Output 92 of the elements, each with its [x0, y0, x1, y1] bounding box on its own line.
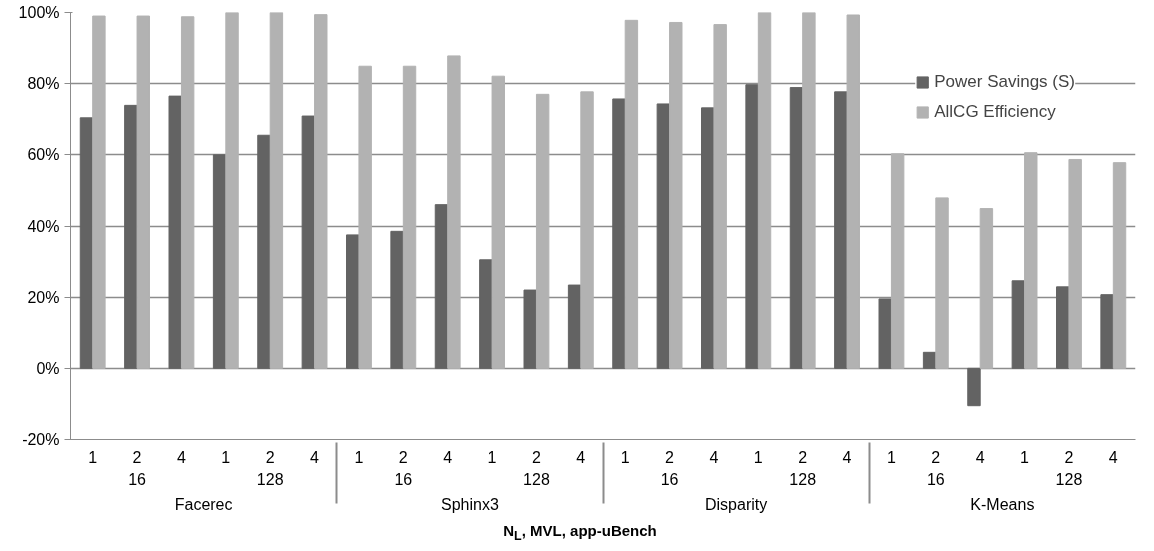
x-tick-label: 1 [753, 448, 763, 466]
bar [314, 14, 328, 369]
bar [390, 230, 404, 369]
bar [523, 289, 537, 369]
bar [447, 55, 461, 369]
text: K-Means [970, 495, 1035, 513]
x-tick-label: 1 [886, 448, 896, 466]
text: 16 [660, 470, 679, 488]
x-tick-label: 1 [1020, 448, 1030, 466]
y-tick-label: 100% [18, 4, 60, 21]
bar [878, 298, 892, 369]
x-tick-label: 4 [576, 448, 586, 466]
y-tick-label: 40% [27, 217, 60, 235]
x-tick-label: 1 [620, 448, 630, 466]
bar [567, 284, 582, 369]
bar [479, 259, 493, 369]
text: Sphinx3 [440, 495, 499, 513]
x-tick-label: 2 [531, 448, 541, 466]
text: 16 [926, 470, 945, 488]
bar [212, 154, 227, 369]
bar [491, 75, 505, 369]
x-tick-label: 4 [176, 448, 186, 466]
text: 128 [1055, 470, 1083, 488]
text: 16 [394, 470, 413, 488]
x-tick-label: 2 [265, 448, 275, 466]
text: 16 [128, 470, 147, 488]
legend-label: AllCG Efficiency [934, 102, 1056, 122]
x-tick-label: 4 [443, 448, 453, 466]
bar [1068, 158, 1082, 369]
y-tick-label: 20% [27, 288, 60, 306]
text: Facerec [174, 495, 233, 513]
bar [358, 65, 372, 369]
bar [1011, 280, 1026, 369]
x-tick-label: 2 [132, 448, 142, 466]
bar [257, 134, 271, 369]
bar [846, 14, 860, 369]
bar [757, 12, 772, 369]
x-tick-label: 2 [798, 448, 808, 466]
bar [834, 91, 848, 369]
bar [580, 91, 594, 369]
bar [922, 351, 937, 369]
y-tick-label: 0% [36, 359, 60, 377]
bar [136, 15, 150, 369]
x-tick-label: 1 [221, 448, 231, 466]
text: 128 [256, 470, 284, 488]
text: 128 [789, 470, 817, 488]
bar [624, 19, 639, 369]
y-tick-label: 80% [27, 75, 60, 93]
x-tick-label: 4 [310, 448, 320, 466]
bar [802, 12, 816, 369]
bar [225, 12, 239, 369]
text: Disparity [705, 495, 768, 513]
bar [967, 367, 981, 407]
bar [656, 103, 671, 369]
bar [402, 65, 417, 369]
bar [745, 84, 759, 369]
x-tick-label: 4 [709, 448, 719, 466]
bar [1100, 294, 1114, 369]
y-tick-label: 60% [27, 146, 60, 164]
bar [1024, 152, 1038, 369]
bar [1112, 162, 1127, 369]
bar [979, 208, 994, 369]
x-tick-label: 1 [88, 448, 98, 466]
bar [92, 15, 106, 369]
bar [701, 107, 715, 369]
bar [168, 95, 182, 369]
bar [612, 98, 626, 369]
x-axis-title: N$_{L}$, MVL, app-uBench [503, 521, 657, 545]
bar [346, 234, 360, 369]
x-tick-label: 2 [931, 448, 941, 466]
y-tick-label: -20% [22, 431, 60, 448]
bar [890, 153, 905, 369]
x-tick-label: 1 [354, 448, 364, 466]
bar [935, 197, 949, 369]
bar [79, 117, 94, 369]
x-tick-label: 2 [398, 448, 408, 466]
x-tick-label: 2 [1064, 448, 1074, 466]
x-tick-label: 4 [1108, 448, 1118, 466]
x-tick-label: 4 [842, 448, 852, 466]
x-tick-label: 2 [665, 448, 675, 466]
bar [713, 24, 727, 369]
bar [669, 21, 683, 369]
bar [535, 93, 550, 369]
x-tick-label: 4 [975, 448, 985, 466]
bar [180, 16, 195, 369]
x-tick-label: 1 [487, 448, 497, 466]
legend-label: Power Savings (S) [934, 72, 1075, 92]
bar [269, 12, 284, 369]
bar [434, 204, 449, 369]
bar [301, 115, 316, 369]
text: 128 [523, 470, 550, 488]
bar [1056, 286, 1070, 369]
